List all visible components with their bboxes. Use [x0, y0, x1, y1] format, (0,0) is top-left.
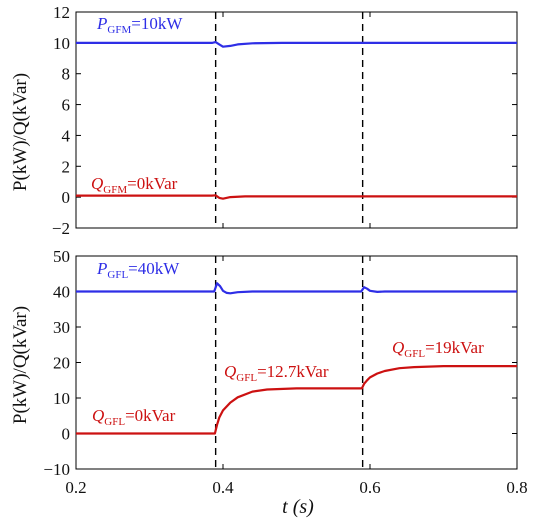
top-panel: −2 0 2 4 6 8 10 12 P(kW)/Q(kVar) PGFM=10kW QGFM…	[10, 3, 518, 238]
top-y-tick-label: 0	[62, 188, 71, 207]
bottom-panel: −10 0 10 20 30 40 50 0.2 0.4 0.6 0.8 P(kW)/Q(kVar)…	[10, 247, 528, 518]
top-y-tick-label: 6	[62, 96, 71, 115]
bottom-y-axis-label: P(kW)/Q(kVar)	[10, 306, 31, 424]
q-gfm-annotation: QGFM=0kVar	[91, 174, 178, 196]
series-line-p-gfm	[76, 41, 517, 48]
series-line-p-gfl	[76, 282, 517, 295]
bottom-x-tick-label: 0.8	[506, 478, 527, 497]
top-y-tick-label: 4	[62, 126, 71, 145]
bottom-y-tick-label: 10	[53, 389, 70, 408]
bottom-x-tick-label: 0.6	[359, 478, 380, 497]
bottom-y-tick-label: 20	[53, 354, 70, 373]
p-gfl-annotation: PGFL=40kW	[96, 259, 180, 281]
top-y-tick-label: 2	[62, 157, 71, 176]
bottom-y-tick-label: 30	[53, 318, 70, 337]
top-y-tick-label: 10	[53, 34, 70, 53]
top-plot-frame	[75, 11, 518, 229]
series-line-q-gfl	[76, 365, 517, 435]
bottom-x-tick-label: 0.4	[212, 478, 234, 497]
top-y-tick-label: 8	[62, 65, 71, 84]
q-gfl-0-annotation: QGFL=0kVar	[92, 406, 176, 428]
q-gfl-19-annotation: QGFL=19kVar	[392, 338, 484, 360]
top-y-tick-label: 12	[53, 3, 70, 22]
p-gfm-annotation: PGFM=10kW	[96, 14, 183, 36]
q-gfl-12-7-annotation: QGFL=12.7kVar	[224, 362, 329, 384]
bottom-y-tick-label: −10	[43, 460, 70, 479]
top-y-tick-label: −2	[52, 219, 70, 238]
bottom-y-tick-label: 40	[53, 283, 70, 302]
bottom-x-tick-label: 0.2	[65, 478, 86, 497]
series-line-q-gfm	[76, 194, 517, 200]
top-y-axis-label: P(kW)/Q(kVar)	[10, 73, 31, 191]
x-axis-label: t (s)	[282, 496, 314, 518]
bottom-y-tick-label: 0	[62, 425, 71, 444]
bottom-y-tick-label: 50	[53, 247, 70, 266]
